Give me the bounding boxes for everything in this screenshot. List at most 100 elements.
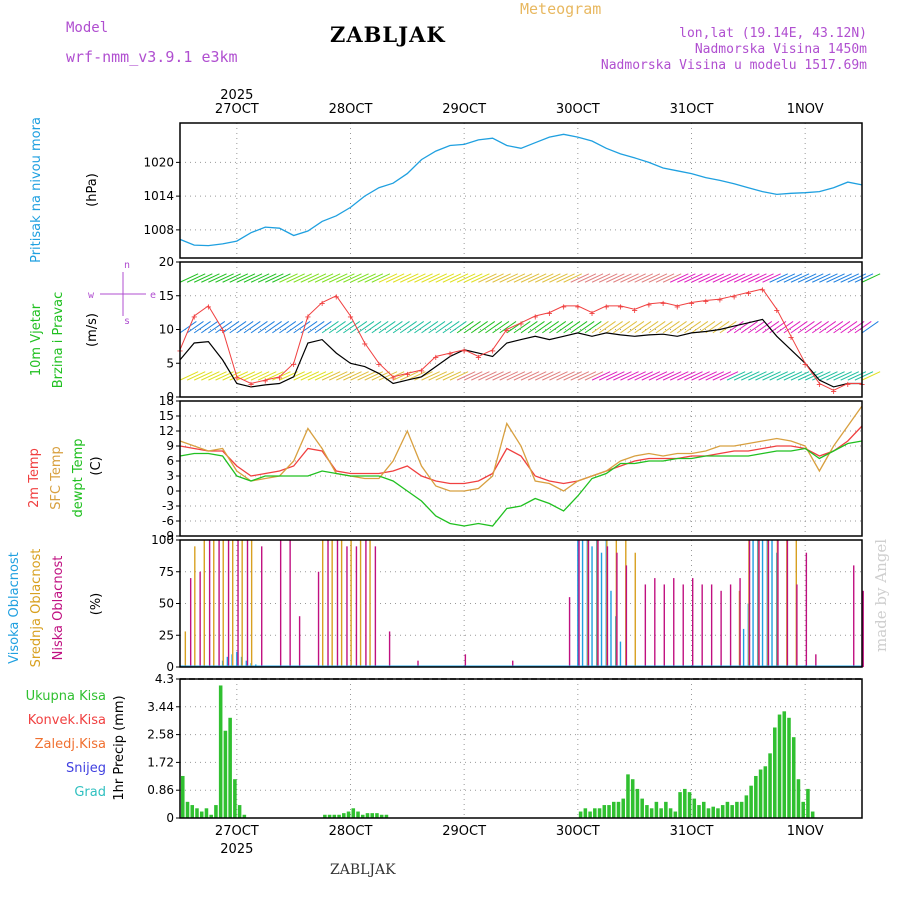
wind-barb [250, 273, 270, 283]
temp-ylabel-1: SFC Temp [49, 446, 64, 510]
wind-barb [826, 371, 845, 381]
ytick-label: 50 [159, 597, 174, 611]
wind-barb [257, 320, 275, 334]
wind-barb [826, 273, 845, 283]
ytick-label: 5 [166, 356, 174, 370]
precip-bar [664, 801, 668, 818]
wind-barb [492, 273, 511, 283]
wind-barb [442, 371, 462, 381]
precip-bar [337, 814, 341, 818]
wind-barb [769, 371, 788, 381]
ytick-label: 100 [151, 533, 174, 547]
wind-barb [378, 320, 396, 334]
wind-barb [655, 273, 675, 283]
wind-barb [534, 371, 554, 381]
wind-barb [606, 273, 625, 283]
wind-barb [371, 320, 389, 334]
wind-barb [392, 273, 412, 283]
wind-barb [605, 320, 623, 334]
wind-barb [740, 320, 758, 334]
wind-barb [797, 320, 815, 334]
wind-barb [208, 320, 226, 334]
ytick-label: 3.44 [147, 700, 174, 714]
page-title: ZABLJAK [330, 22, 446, 47]
wind-barb [485, 371, 504, 381]
wind-barb [840, 273, 860, 283]
panel-frame-pressure [179, 122, 863, 259]
wind-barb [300, 371, 320, 381]
wind-barb [812, 273, 831, 283]
wind-barb [336, 273, 355, 283]
gust-line [179, 288, 862, 391]
wind-barb [492, 371, 511, 381]
wind-barb [400, 371, 419, 381]
gust-marker: + [433, 353, 439, 364]
wind-barb [378, 371, 398, 381]
model-name: wrf-nmm_v3.9.1 e3km [66, 48, 238, 66]
wind-barb [456, 320, 474, 334]
wind-barb [513, 273, 533, 283]
wind-barb [677, 273, 696, 283]
model-label: Model [66, 20, 109, 36]
precip-bar [626, 774, 630, 818]
ytick-label: 18 [159, 394, 174, 408]
cloud-ylabel-2: Niska Oblacnost [51, 556, 66, 661]
wind-barb [712, 320, 730, 334]
precip-bar [777, 714, 782, 818]
wind-barb [421, 273, 440, 283]
gust-marker: + [532, 312, 538, 323]
wind-barb [222, 273, 241, 283]
gust-marker: + [575, 302, 581, 313]
wind-barb [748, 273, 767, 283]
precip-legend-0: Ukupna Kisa [26, 689, 106, 704]
ytick-label: 0 [166, 660, 174, 674]
wind-barb [669, 371, 689, 381]
wind-barb [314, 273, 334, 283]
wind-barb [414, 273, 433, 283]
wind-barb [641, 320, 659, 334]
gust-marker: + [291, 359, 297, 370]
wind-barb [570, 371, 590, 381]
wind-barb [215, 320, 233, 334]
top-day-label: 31OCT [670, 102, 714, 117]
wind-barb [797, 273, 817, 283]
gust-marker: + [688, 299, 694, 310]
wind-barb [478, 320, 496, 334]
wind-barb [833, 273, 852, 283]
precip-bar [697, 805, 701, 818]
wind-barb [257, 371, 277, 381]
precip-bar [237, 805, 242, 818]
wind-barb [819, 320, 837, 334]
wind-barb [336, 371, 355, 381]
gust-marker: + [234, 373, 240, 384]
wind-barb [392, 320, 410, 334]
pressure-unit: (hPa) [85, 173, 100, 207]
gust-marker: + [390, 373, 396, 384]
wind-barb [435, 273, 455, 283]
gust-marker: + [816, 380, 822, 391]
wind-barb [193, 371, 213, 381]
wind-barb [669, 273, 689, 283]
wind-key-w: w [88, 290, 95, 301]
wind-barb [499, 320, 517, 334]
gust-marker: + [319, 299, 325, 310]
precip-bar [730, 805, 734, 818]
wind-barb [840, 320, 858, 334]
wind-barb [598, 371, 618, 381]
wind-barb [193, 320, 211, 334]
wind-barb [350, 273, 369, 283]
wind-barb [321, 273, 341, 283]
precip-bar [725, 801, 730, 818]
wind-barb [243, 371, 263, 381]
wind-barb [591, 320, 609, 334]
ytick-label: 1020 [143, 155, 174, 169]
wind-barb [783, 371, 803, 381]
wind-barb [520, 371, 540, 381]
wind-barb [542, 273, 561, 283]
wind-barb [762, 371, 781, 381]
precip-bar [806, 788, 810, 818]
ytick-label: 15 [159, 289, 174, 303]
bottom-day-label: 28OCT [329, 824, 373, 839]
wind-barb [243, 273, 263, 283]
panel-frame-wind [179, 261, 863, 398]
